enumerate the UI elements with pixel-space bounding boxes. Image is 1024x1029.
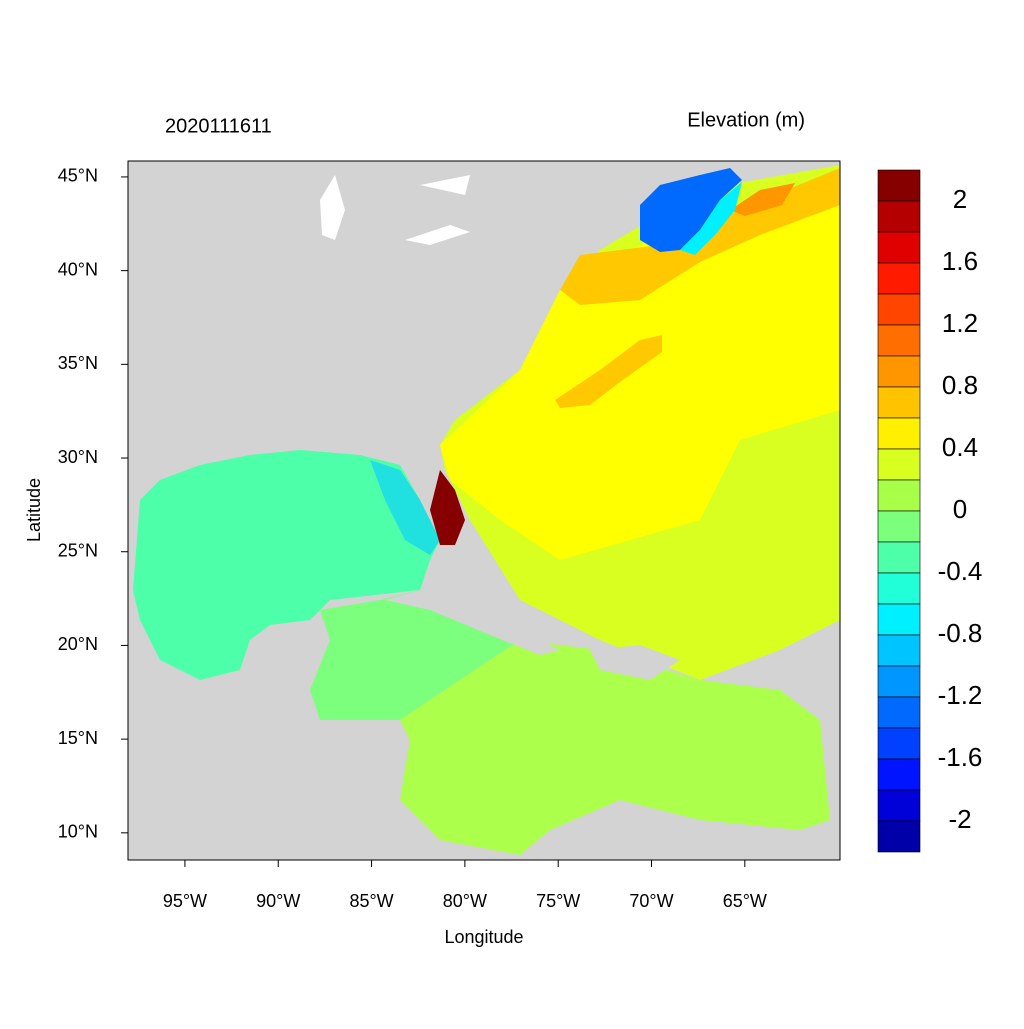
colorbar-box (877, 727, 921, 760)
x-tick-label: 65°W (723, 891, 767, 911)
colorbar-box (877, 293, 921, 326)
colorbar-box (877, 541, 921, 574)
map (128, 161, 840, 860)
y-tick-label: 15°N (58, 728, 98, 748)
colorbar-tick-label: 0 (953, 494, 967, 524)
island (385, 590, 560, 655)
x-axis-label: Longitude (444, 927, 523, 947)
colorbar-box (877, 603, 921, 636)
colorbar-box (877, 355, 921, 388)
map-frame (127, 160, 841, 861)
colorbar-tick-label: 1.2 (942, 308, 978, 338)
y-tick-label: 45°N (58, 166, 98, 186)
x-tick-label: 70°W (629, 891, 673, 911)
x-tick-label: 80°W (443, 891, 487, 911)
colorbar-tick-label: -1.2 (938, 680, 983, 710)
x-tick-label: 95°W (163, 891, 207, 911)
colorbar-tick-label: 1.6 (942, 246, 978, 276)
colorbar-tick-label: -1.6 (938, 742, 983, 772)
ocean (730, 183, 795, 216)
colorbar-box (877, 634, 921, 667)
colorbar-box (877, 417, 921, 450)
map-subtitle: Elevation (m) (687, 109, 805, 131)
colorbar-box (877, 386, 921, 419)
colorbar-box (877, 324, 921, 357)
colorbar-tick-label: -0.8 (938, 618, 983, 648)
colorbar-tick-label: -0.4 (938, 556, 983, 586)
ocean (555, 335, 662, 408)
ocean (430, 470, 465, 545)
colorbar-box (877, 448, 921, 481)
colorbar-box (877, 510, 921, 543)
y-tick-label: 25°N (58, 540, 98, 560)
ocean (370, 460, 440, 555)
ocean (400, 640, 830, 855)
colorbar-tick-label: 0.8 (942, 370, 978, 400)
lake (320, 175, 470, 245)
colorbar-tick-label: -2 (948, 804, 971, 834)
map-title: 2020111611 (165, 115, 272, 137)
ocean (680, 182, 742, 255)
ocean (133, 450, 440, 680)
colorbar-box (877, 758, 921, 791)
y-tick-label: 20°N (58, 634, 98, 654)
colorbar-box (877, 479, 921, 512)
y-tick-label: 30°N (58, 447, 98, 467)
x-tick-label: 85°W (349, 891, 393, 911)
colorbar-box (877, 665, 921, 698)
x-tick-label: 90°W (256, 891, 300, 911)
colorbar-tick-label: 2 (953, 184, 967, 214)
colorbar-box (877, 231, 921, 264)
island (590, 645, 680, 680)
x-tick-label: 75°W (536, 891, 580, 911)
y-tick-label: 35°N (58, 353, 98, 373)
ocean (640, 168, 742, 252)
colorbar-box (877, 789, 921, 822)
colorbar-box (877, 820, 921, 853)
colorbar-box (877, 262, 921, 295)
colorbar-box (877, 572, 921, 605)
colorbar-box (877, 696, 921, 729)
colorbar-box (877, 200, 921, 233)
y-tick-label: 10°N (58, 822, 98, 842)
y-tick-label: 40°N (58, 259, 98, 279)
y-axis-label: Latitude (24, 478, 44, 542)
colorbar-box (877, 169, 921, 202)
colorbar-tick-label: 0.4 (942, 432, 978, 462)
